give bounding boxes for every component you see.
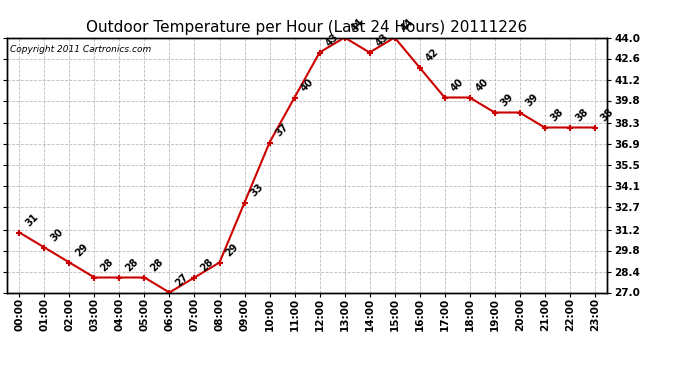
Text: 27: 27	[174, 272, 190, 288]
Title: Outdoor Temperature per Hour (Last 24 Hours) 20111226: Outdoor Temperature per Hour (Last 24 Ho…	[86, 20, 528, 35]
Text: 40: 40	[474, 77, 491, 93]
Text: 31: 31	[23, 212, 40, 228]
Text: 40: 40	[448, 77, 465, 93]
Text: 29: 29	[224, 242, 240, 258]
Text: 33: 33	[248, 182, 265, 198]
Text: 40: 40	[299, 77, 315, 93]
Text: Copyright 2011 Cartronics.com: Copyright 2011 Cartronics.com	[10, 45, 151, 54]
Text: 29: 29	[74, 242, 90, 258]
Text: 43: 43	[324, 32, 340, 48]
Text: 39: 39	[499, 92, 515, 108]
Text: 43: 43	[374, 32, 391, 48]
Text: 38: 38	[574, 106, 591, 123]
Text: 39: 39	[524, 92, 540, 108]
Text: 44: 44	[348, 17, 365, 33]
Text: 38: 38	[599, 106, 615, 123]
Text: 30: 30	[48, 227, 65, 243]
Text: 42: 42	[424, 47, 440, 63]
Text: 38: 38	[549, 106, 566, 123]
Text: 28: 28	[199, 256, 215, 273]
Text: 37: 37	[274, 122, 290, 138]
Text: 28: 28	[148, 256, 166, 273]
Text: 28: 28	[124, 256, 140, 273]
Text: 28: 28	[99, 256, 115, 273]
Text: 44: 44	[399, 17, 415, 33]
